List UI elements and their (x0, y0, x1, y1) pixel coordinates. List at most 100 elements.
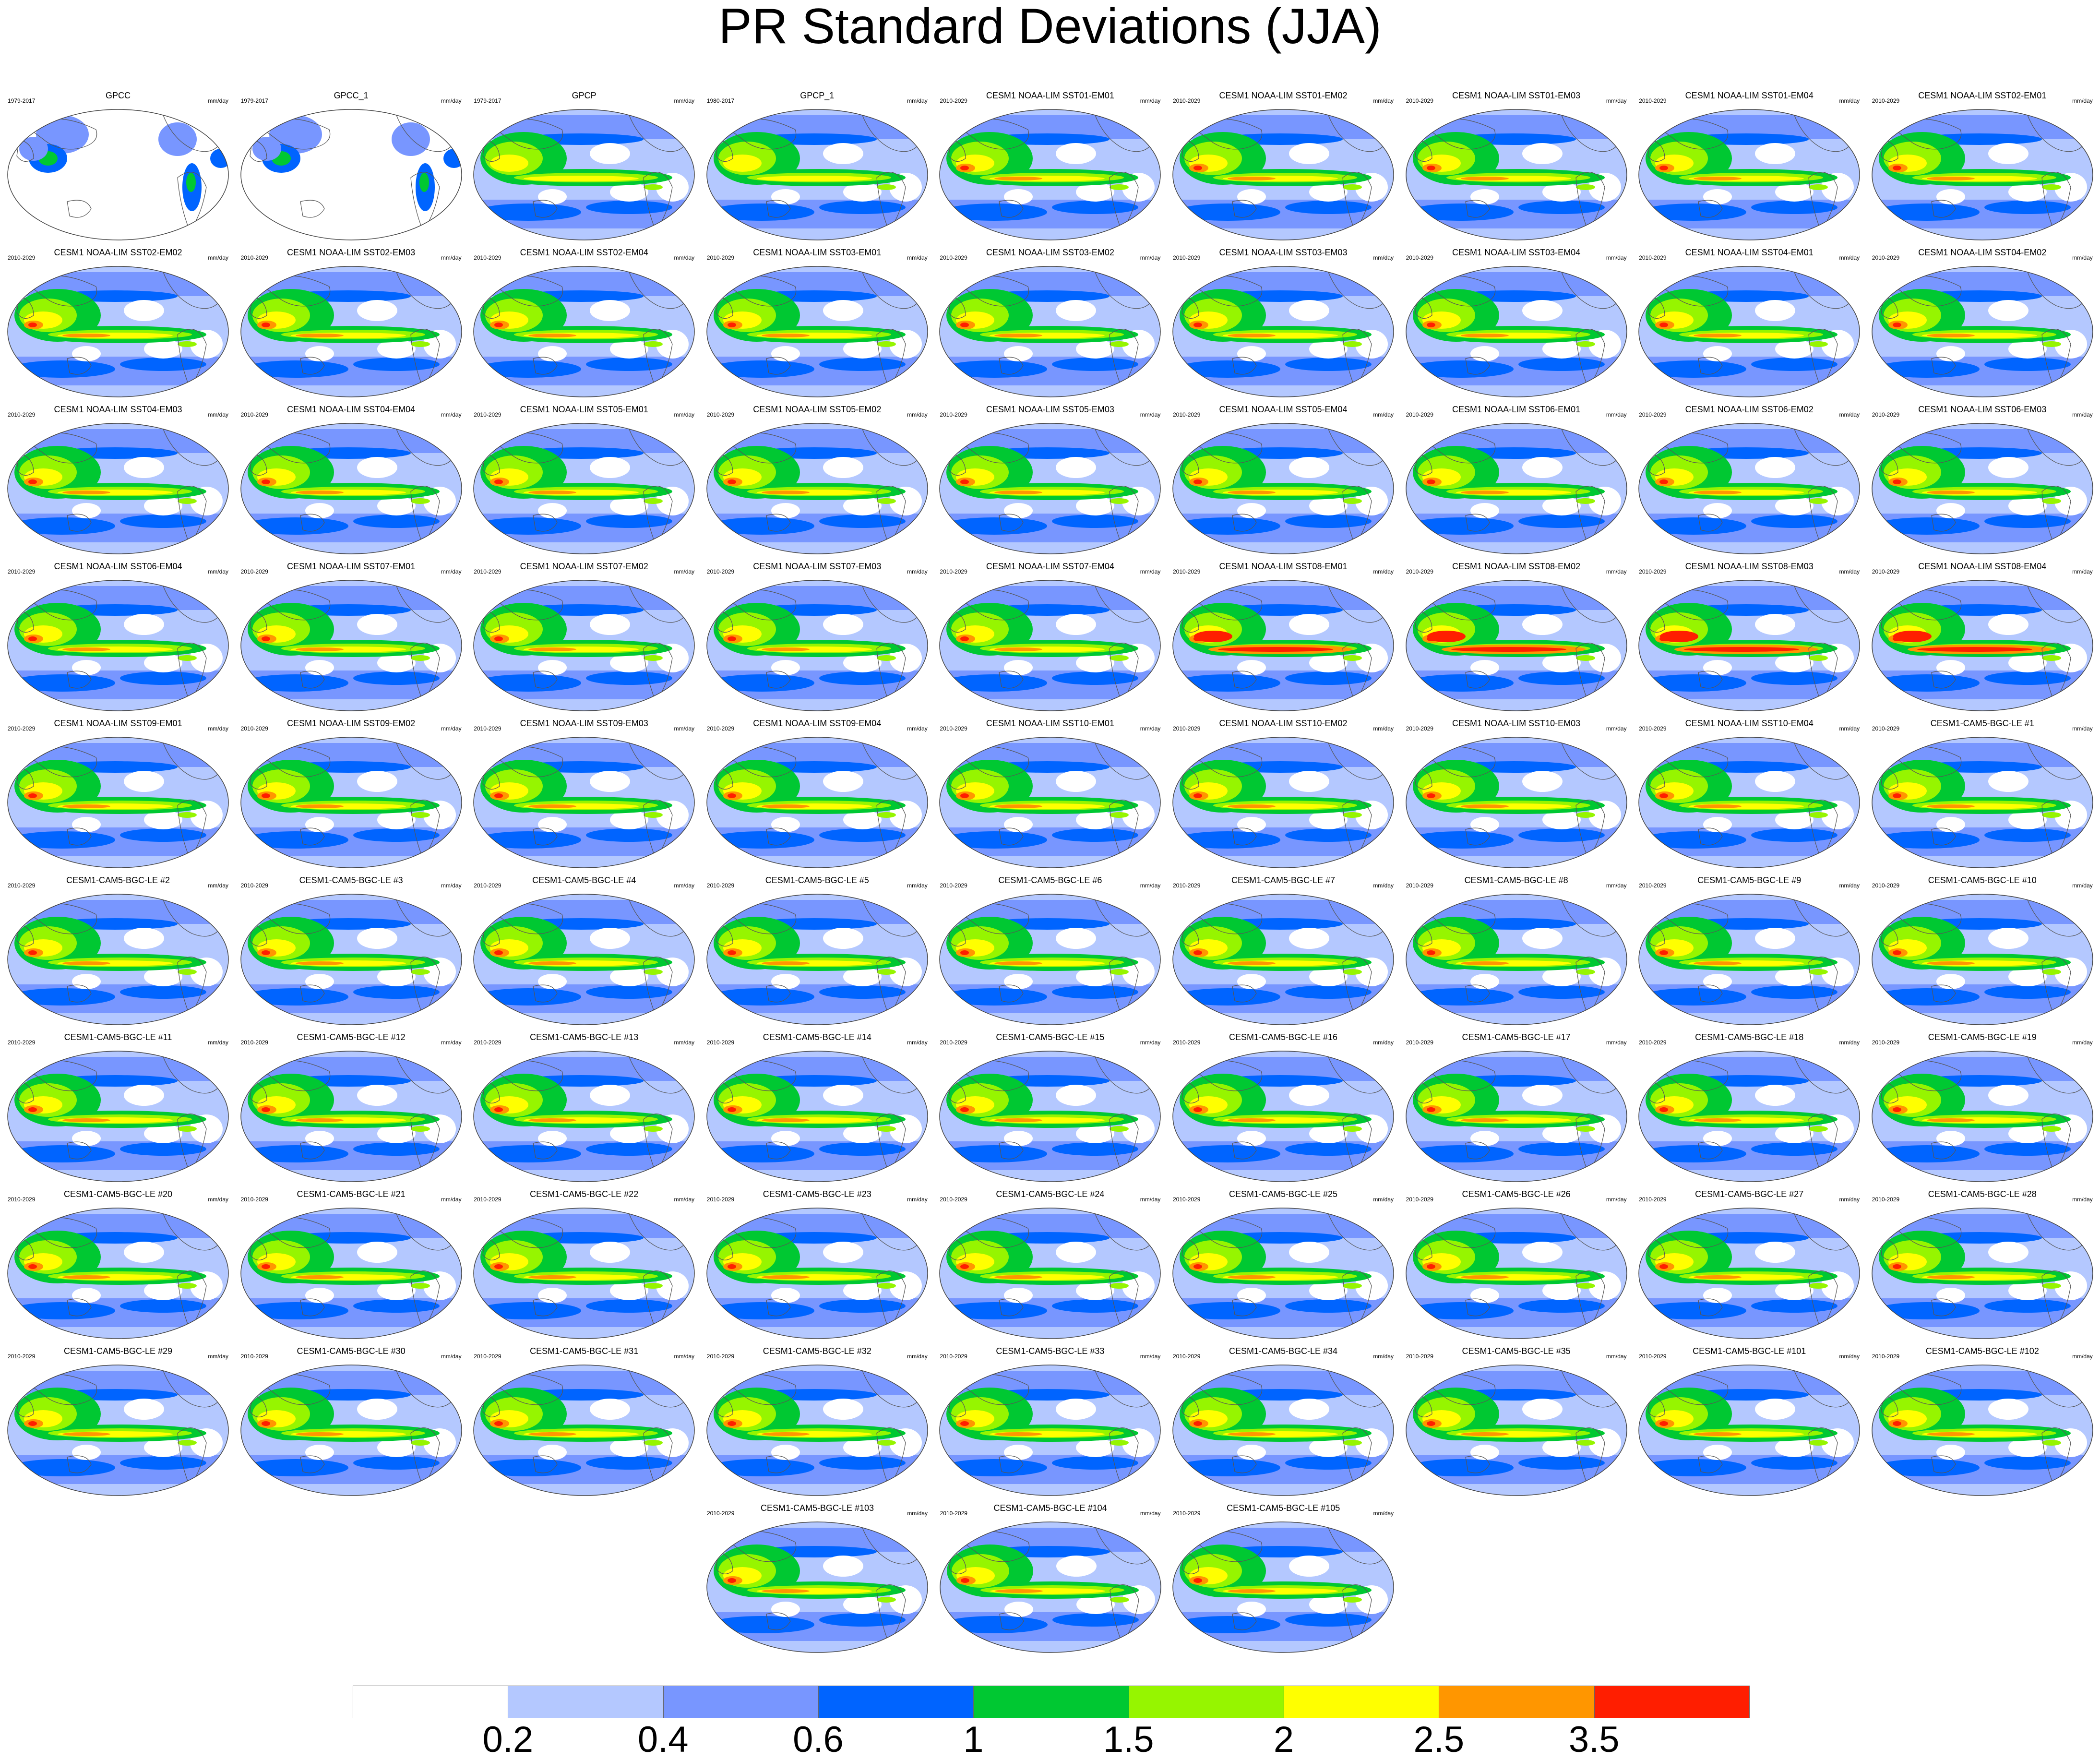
panel-units: mm/day (208, 568, 228, 575)
panel-units: mm/day (1839, 1039, 1860, 1046)
panel-units: mm/day (208, 882, 228, 889)
panel-units: mm/day (1373, 1510, 1394, 1517)
panel-years: 2010-2029 (240, 725, 268, 732)
panel-title: CESM1-CAM5-BGC-LE #34 (1229, 1346, 1338, 1356)
panel-title: CESM1 NOAA-LIM SST04-EM02 (1918, 248, 2047, 257)
panel-years: 2010-2029 (8, 1353, 36, 1360)
globe-map (939, 1521, 1161, 1653)
panel-units: mm/day (1140, 411, 1161, 418)
map-panel: CESM1-CAM5-BGC-LE #101 2010-2029 mm/day (1634, 1346, 1864, 1499)
panel-title: CESM1-CAM5-BGC-LE #8 (1464, 875, 1568, 885)
panel-units: mm/day (1140, 1510, 1161, 1517)
globe-map (939, 894, 1161, 1025)
globe-map (939, 1208, 1161, 1339)
globe-map (1638, 109, 1860, 240)
globe-map (1872, 1051, 2093, 1182)
colorbar-label: 0.2 (482, 1719, 534, 1760)
map-panel: CESM1 NOAA-LIM SST01-EM02 2010-2029 mm/day (1168, 90, 1398, 244)
panel-title: CESM1 NOAA-LIM SST05-EM04 (1219, 405, 1348, 414)
map-panel: CESM1 NOAA-LIM SST02-EM02 2010-2029 mm/day (3, 247, 233, 401)
panel-title: CESM1-CAM5-BGC-LE #21 (297, 1189, 406, 1199)
panel-years: 2010-2029 (474, 254, 501, 261)
panel-title: CESM1 NOAA-LIM SST09-EM02 (287, 718, 416, 728)
map-field (8, 894, 228, 1025)
panel-years: 2010-2029 (1173, 725, 1201, 732)
panel-units: mm/day (1373, 1353, 1394, 1360)
map-panel: CESM1-CAM5-BGC-LE #31 2010-2029 mm/day (469, 1346, 699, 1499)
panel-years: 2010-2029 (474, 411, 501, 418)
globe-map (7, 266, 229, 397)
map-field (706, 1208, 928, 1339)
globe-map (7, 580, 229, 711)
panel-title: CESM1 NOAA-LIM SST05-EM02 (753, 405, 882, 414)
panel-title: CESM1 NOAA-LIM SST04-EM01 (1685, 248, 1814, 257)
map-panel: CESM1-CAM5-BGC-LE #34 2010-2029 mm/day (1168, 1346, 1398, 1499)
panel-units: mm/day (1839, 97, 1860, 104)
colorbar-swatch (1284, 1686, 1440, 1718)
map-field (1173, 1522, 1394, 1652)
map-panel: CESM1-CAM5-BGC-LE #2 2010-2029 mm/day (3, 875, 233, 1029)
panel-years: 2010-2029 (706, 1039, 735, 1046)
panel-years: 2010-2029 (1872, 882, 1900, 889)
panel-title: CESM1-CAM5-BGC-LE #26 (1462, 1189, 1571, 1199)
map-field (8, 1365, 228, 1496)
panel-title: CESM1-CAM5-BGC-LE #28 (1928, 1189, 2037, 1199)
panel-title: CESM1 NOAA-LIM SST08-EM04 (1918, 562, 2047, 571)
map-panel: CESM1 NOAA-LIM SST04-EM03 2010-2029 mm/day (3, 404, 233, 558)
colorbar-swatch (818, 1686, 974, 1718)
panel-years: 2010-2029 (706, 411, 735, 418)
map-field (1872, 109, 2093, 240)
panel-units: mm/day (907, 568, 928, 575)
panel-years: 2010-2029 (474, 568, 501, 575)
map-panel: GPCP 1979-2017 mm/day (469, 90, 699, 244)
panel-years: 2010-2029 (240, 1196, 268, 1203)
panel-units: mm/day (907, 97, 928, 104)
panel-units: mm/day (1140, 1196, 1161, 1203)
map-panel: CESM1 NOAA-LIM SST09-EM04 2010-2029 mm/day (702, 718, 932, 872)
colorbar-swatch (508, 1686, 664, 1718)
panel-title: CESM1-CAM5-BGC-LE #23 (763, 1189, 871, 1199)
globe-map (939, 266, 1161, 397)
map-field (8, 423, 228, 554)
map-field (240, 1365, 462, 1496)
map-field (1639, 266, 1860, 397)
panel-title: CESM1 NOAA-LIM SST09-EM01 (54, 718, 182, 728)
globe-map (240, 423, 462, 554)
panel-units: mm/day (1373, 97, 1394, 104)
map-panel: CESM1-CAM5-BGC-LE #9 2010-2029 mm/day (1634, 875, 1864, 1029)
map-panel: CESM1 NOAA-LIM SST08-EM04 2010-2029 mm/day (1867, 561, 2098, 715)
map-field (706, 109, 928, 240)
panel-title: CESM1 NOAA-LIM SST09-EM04 (753, 718, 882, 728)
map-field (1406, 894, 1627, 1025)
map-panel: CESM1 NOAA-LIM SST06-EM04 2010-2029 mm/day (3, 561, 233, 715)
map-panel: CESM1-CAM5-BGC-LE #19 2010-2029 mm/day (1867, 1032, 2098, 1185)
panel-title: CESM1-CAM5-BGC-LE #101 (1693, 1346, 1806, 1356)
panel-title: CESM1 NOAA-LIM SST03-EM03 (1219, 248, 1348, 257)
panel-years: 2010-2029 (1639, 97, 1667, 104)
map-panel: CESM1-CAM5-BGC-LE #4 2010-2029 mm/day (469, 875, 699, 1029)
panel-units: mm/day (907, 1353, 928, 1360)
colorbar-label: 2.5 (1413, 1719, 1465, 1760)
globe-map (706, 1208, 928, 1339)
map-panel: CESM1-CAM5-BGC-LE #27 2010-2029 mm/day (1634, 1189, 1864, 1342)
panel-units: mm/day (2072, 254, 2093, 261)
map-field (1872, 737, 2093, 868)
panel-title: CESM1 NOAA-LIM SST01-EM04 (1685, 91, 1814, 100)
panel-title: CESM1-CAM5-BGC-LE #1 (1930, 718, 2034, 728)
panel-years: 2010-2029 (940, 254, 967, 261)
globe-map (1405, 1365, 1627, 1496)
colorbar-label: 0.4 (637, 1719, 689, 1760)
globe-map (473, 423, 695, 554)
panel-title: CESM1-CAM5-BGC-LE #16 (1229, 1032, 1338, 1042)
panel-title: CESM1 NOAA-LIM SST02-EM03 (287, 248, 416, 257)
map-field (1173, 737, 1394, 868)
panel-title: CESM1 NOAA-LIM SST06-EM01 (1452, 405, 1581, 414)
panel-title: CESM1 NOAA-LIM SST04-EM04 (287, 405, 416, 414)
globe-map (706, 737, 928, 868)
map-panel: CESM1 NOAA-LIM SST05-EM03 2010-2029 mm/day (935, 404, 1165, 558)
panel-years: 2010-2029 (1173, 254, 1201, 261)
panel-title: CESM1-CAM5-BGC-LE #10 (1928, 875, 2037, 885)
map-field (1872, 1051, 2093, 1182)
map-panel: CESM1-CAM5-BGC-LE #22 2010-2029 mm/day (469, 1189, 699, 1342)
map-field (474, 894, 695, 1025)
